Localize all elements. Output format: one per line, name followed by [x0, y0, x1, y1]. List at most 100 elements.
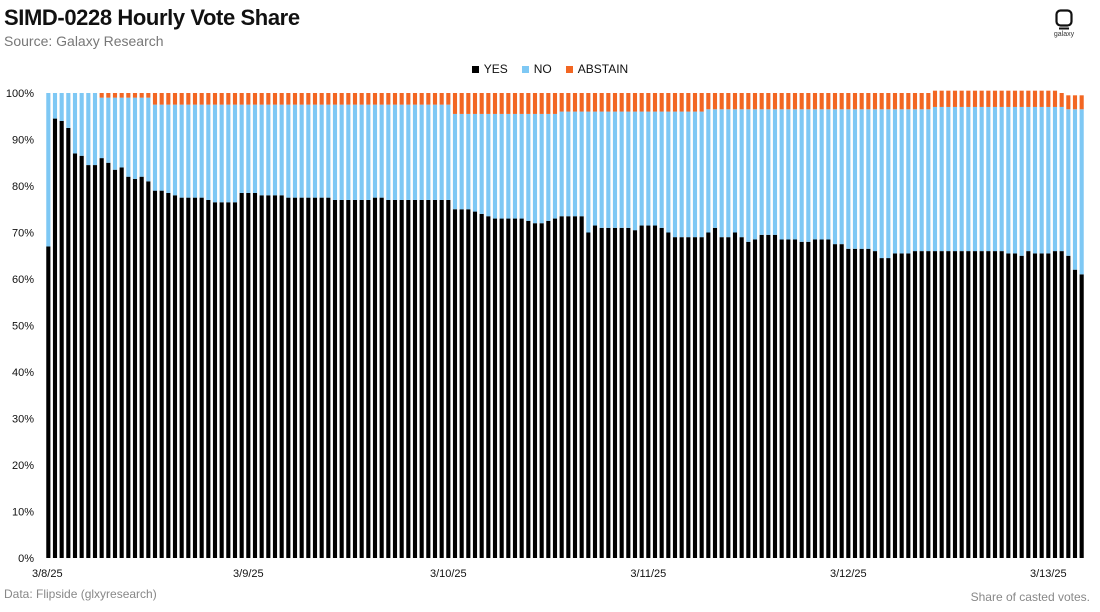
bar-segment-no — [272, 104, 278, 196]
bar-segment-abstain — [119, 93, 124, 98]
bar-segment-no — [686, 111, 691, 238]
bar-segment-abstain — [479, 93, 484, 114]
bar-segment-yes — [906, 253, 911, 558]
bar-segment-no — [1046, 106, 1051, 254]
bar-segment-no — [306, 104, 311, 198]
bar-segment-yes — [146, 181, 151, 558]
bar-segment-no — [866, 109, 871, 249]
bar-segment-abstain — [172, 93, 178, 105]
bar-segment-yes — [99, 158, 104, 558]
legend-label-no: NO — [533, 62, 552, 76]
bar-segment-abstain — [826, 93, 831, 110]
bar-segment-yes — [746, 241, 751, 559]
bar-segment-abstain — [599, 93, 604, 112]
bar-segment-no — [779, 109, 784, 240]
bar-segment-abstain — [572, 93, 578, 112]
bar-segment-no — [839, 109, 844, 245]
bar-segment-abstain — [279, 93, 284, 105]
bar-segment-abstain — [1032, 90, 1038, 107]
bar-segment-yes — [859, 248, 864, 558]
bar-segment-abstain — [692, 93, 698, 112]
bar-segment-abstain — [512, 93, 518, 114]
bar-segment-yes — [506, 218, 511, 559]
bar-segment-abstain — [372, 93, 378, 105]
bar-segment-abstain — [786, 93, 791, 110]
bar-segment-yes — [979, 251, 984, 558]
bar-segment-yes — [1012, 253, 1018, 558]
bar-segment-abstain — [619, 93, 624, 112]
x-tick-label: 3/13/25 — [1030, 568, 1067, 580]
bar-segment-abstain — [626, 93, 631, 112]
bar-segment-abstain — [312, 93, 318, 105]
bar-segment-no — [746, 109, 751, 242]
bar-segment-yes — [1019, 255, 1024, 558]
bar-segment-yes — [772, 234, 778, 558]
bar-segment-yes — [886, 258, 891, 558]
bar-segment-yes — [692, 237, 698, 558]
bar-segment-yes — [359, 199, 364, 558]
bar-segment-no — [899, 109, 904, 254]
bar-segment-yes — [119, 167, 124, 558]
footnote: Share of casted votes. — [970, 590, 1090, 604]
bar-segment-yes — [1052, 251, 1058, 558]
bar-segment-no — [339, 104, 344, 200]
y-tick-label: 40% — [12, 367, 34, 379]
bar-segment-no — [592, 111, 598, 226]
bar-segment-abstain — [446, 93, 451, 105]
bar-segment-abstain — [972, 90, 978, 107]
bar-segment-yes — [792, 239, 798, 558]
bar-segment-abstain — [132, 93, 138, 98]
bar-segment-no — [679, 111, 684, 238]
bar-segment-abstain — [219, 93, 224, 105]
bar-segment-no — [639, 111, 644, 226]
bar-segment-no — [86, 93, 91, 166]
bar-segment-abstain — [732, 93, 738, 110]
bar-segment-no — [886, 109, 891, 259]
bar-segment-abstain — [719, 93, 724, 110]
bar-segment-abstain — [546, 93, 551, 114]
bar-segment-yes — [1046, 253, 1051, 558]
bar-segment-abstain — [286, 93, 291, 105]
bar-segment-abstain — [799, 93, 804, 110]
bar-segment-abstain — [992, 90, 998, 107]
bar-segment-no — [199, 104, 204, 198]
bar-segment-no — [932, 106, 938, 252]
bar-segment-no — [1072, 109, 1078, 270]
bar-segment-yes — [572, 216, 578, 559]
bar-segment-no — [59, 93, 64, 121]
data-source-note: Data: Flipside (glxyresearch) — [4, 587, 157, 601]
bar-segment-abstain — [792, 93, 798, 110]
bar-segment-abstain — [439, 93, 444, 105]
bar-segment-no — [286, 104, 291, 198]
bar-segment-yes — [739, 237, 744, 558]
bar-segment-yes — [919, 251, 924, 558]
bar-segment-abstain — [472, 93, 478, 114]
bar-segment-abstain — [159, 93, 164, 105]
bar-segment-no — [146, 97, 151, 182]
bar-segment-no — [79, 93, 84, 156]
chart-subtitle: Source: Galaxy Research — [4, 33, 164, 49]
bar-segment-abstain — [299, 93, 304, 105]
bar-segment-abstain — [646, 93, 651, 112]
x-tick-label: 3/12/25 — [830, 568, 867, 580]
bar-segment-yes — [1079, 274, 1084, 558]
bar-segment-abstain — [466, 93, 471, 114]
bar-segment-abstain — [832, 93, 838, 110]
x-tick-label: 3/8/25 — [32, 568, 63, 580]
bar-segment-abstain — [1019, 90, 1024, 107]
bar-segment-yes — [206, 199, 211, 558]
bar-segment-abstain — [152, 93, 158, 105]
bar-segment-yes — [472, 211, 478, 558]
legend-item-abstain: ABSTAIN — [565, 62, 628, 76]
bar-segment-yes — [786, 239, 791, 558]
bar-segment-yes — [186, 197, 191, 559]
bar-segment-yes — [126, 176, 131, 558]
bar-segment-yes — [812, 239, 818, 558]
bar-segment-yes — [459, 209, 464, 558]
bar-segment-yes — [712, 227, 718, 558]
bar-segment-abstain — [979, 90, 984, 107]
y-tick-label: 10% — [12, 507, 34, 519]
bar-segment-yes — [266, 195, 271, 559]
bar-segment-yes — [539, 223, 544, 558]
bar-segment-abstain — [592, 93, 598, 112]
